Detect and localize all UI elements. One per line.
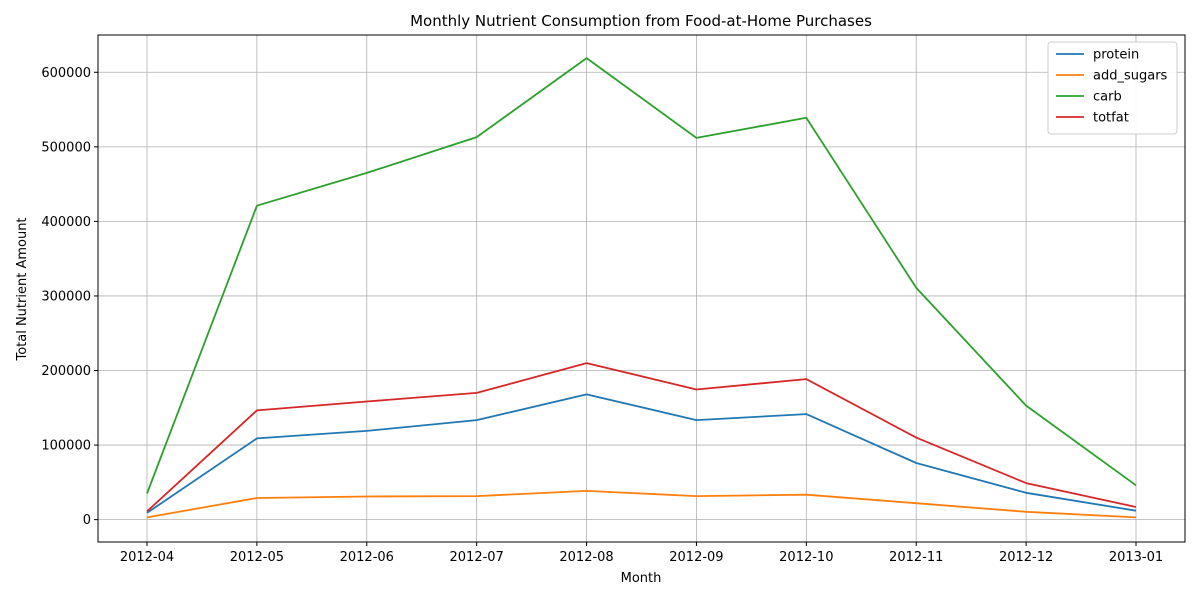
x-tick-label: 2012-05: [230, 550, 284, 565]
legend-label: totfat: [1093, 111, 1129, 126]
series-lines: [146, 57, 1137, 519]
x-tick-label: 2012-07: [450, 550, 504, 565]
legend-box: [1047, 41, 1178, 135]
y-tick-label: 0: [83, 513, 91, 528]
x-tick-label: 2012-06: [340, 550, 394, 565]
series-line-carb: [146, 57, 1137, 494]
y-tick-label: 200000: [41, 364, 91, 379]
y-tick-label: 600000: [41, 66, 91, 81]
x-tick-label: 2012-11: [889, 550, 943, 565]
y-axis-ticks: 0 100000 200000 300000 400000 500000 600000: [41, 66, 98, 528]
series-line-totfat: [146, 362, 1137, 513]
x-axis-ticks: 2012-04 2012-05 2012-06 2012-07 2012-08 2012-…: [120, 542, 1163, 565]
y-tick-label: 100000: [41, 439, 91, 454]
chart-title: Monthly Nutrient Consumption from Food-a…: [410, 12, 872, 30]
x-axis-label: Month: [621, 571, 662, 586]
series-line-protein: [146, 393, 1137, 514]
legend-label: protein: [1093, 48, 1139, 63]
legend-label: add_sugars: [1093, 69, 1168, 84]
x-tick-label: 2012-12: [999, 550, 1053, 565]
y-axis-label: Total Nutrient Amount: [15, 217, 30, 361]
legend-label: carb: [1093, 90, 1122, 105]
x-tick-label: 2012-04: [120, 550, 174, 565]
x-tick-label: 2012-10: [779, 550, 833, 565]
x-tick-label: 2012-09: [669, 550, 723, 565]
series-line-add-sugars: [146, 489, 1137, 519]
x-tick-label: 2013-01: [1109, 550, 1163, 565]
y-tick-label: 300000: [41, 289, 91, 304]
y-tick-label: 500000: [41, 140, 91, 155]
y-tick-label: 400000: [41, 215, 91, 230]
x-tick-label: 2012-08: [559, 550, 613, 565]
grid-lines: [98, 35, 1185, 542]
plot-frame: [97, 34, 1186, 543]
